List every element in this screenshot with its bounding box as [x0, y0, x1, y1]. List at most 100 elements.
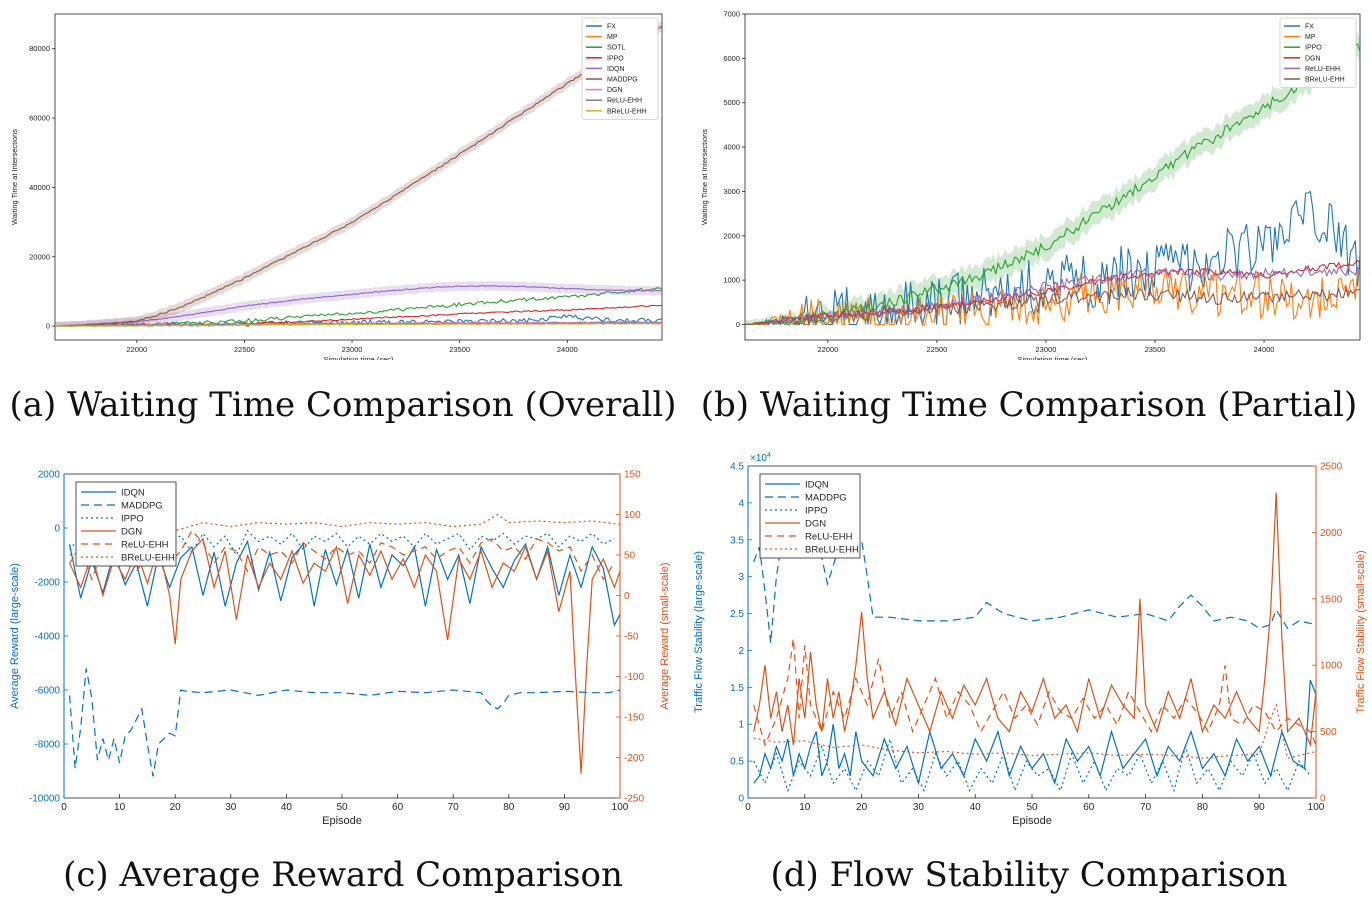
legend-label: IPPO	[805, 506, 828, 517]
series-group	[745, 32, 1360, 327]
legend: FX MP IPPO DGN ReLU-EHH BReLU-EHH	[1279, 17, 1357, 88]
x-tick-label: 22500	[234, 345, 255, 354]
series-line-dgn	[753, 492, 1316, 748]
legend-label: IDQN	[121, 488, 145, 499]
x-tick-label: 90	[1254, 802, 1266, 813]
x-tick-label: 60	[1083, 802, 1095, 813]
y-tick-label: 2000	[723, 231, 740, 240]
x-tick-label: 60	[392, 802, 404, 813]
series-line-brelu-ehh	[69, 513, 620, 556]
y-tick-label-left: -4000	[34, 632, 60, 643]
legend-label: FX	[1305, 24, 1314, 31]
series-line-brelu-ehh	[55, 322, 662, 327]
y-tick-label: 7000	[723, 10, 740, 19]
x-axis-label: Simulation time (sec)	[1017, 355, 1088, 360]
x-tick-label: 50	[336, 802, 348, 813]
y-tick-label-right: -100	[624, 672, 644, 683]
chart-a: 22000 22500 23000 23500 24000 0 20000 40000 6000…	[10, 13, 663, 360]
y-tick-label-right: 0	[1320, 794, 1326, 805]
x-tick-label: 80	[1197, 802, 1209, 813]
legend: IDQN MADDPG IPPO DGN ReLU-EHH BReLU-EHH	[759, 473, 861, 559]
x-tick-label: 22000	[126, 345, 147, 354]
series-group	[55, 20, 662, 327]
plot-area	[54, 13, 663, 341]
legend-label: IDQN	[805, 480, 829, 491]
y-tick-label: 0	[46, 322, 50, 331]
legend-label: ReLU-EHH	[121, 540, 169, 551]
legend-label: IPPO	[121, 514, 144, 525]
legend: IDQN MADDPG IPPO DGN ReLU-EHH BReLU-EHH	[75, 481, 177, 567]
series-line-brelu-ehh	[753, 703, 1316, 759]
chart-b: 22000 22500 23000 23500 24000 0 1000 2000 3000 40…	[700, 10, 1361, 360]
y-tick-label-left: 1.5	[730, 683, 744, 694]
y-axis-label-left: Traffic Flow Stability (large-scale)	[693, 551, 705, 713]
y-tick-label: 80000	[29, 44, 50, 53]
legend-label: BReLU-EHH	[607, 108, 647, 115]
chart-c: 0 10 20 30 40 50 60 70 80 90 100-10000-8000-6000-4…	[9, 470, 671, 828]
series-band-idqn	[55, 280, 662, 327]
y-tick-label: 20000	[29, 252, 50, 261]
series-line-brelu-ehh	[745, 285, 1360, 327]
panel-b: 22000 22500 23000 23500 24000 0 1000 2000 3000 40…	[686, 0, 1372, 440]
x-tick-label: 23000	[1036, 345, 1057, 354]
series-line-fx	[745, 190, 1360, 327]
y-tick-label-left: 2	[738, 646, 744, 657]
legend-label: IDQN	[607, 66, 625, 73]
y-axis-label-right: Traffic Flow Stability (small-scale)	[1355, 550, 1367, 713]
x-axis-label: Episode	[1012, 815, 1052, 827]
plot-area	[744, 13, 1361, 341]
caption-c: (c) Average Reward Comparison	[63, 855, 623, 895]
legend-label: ReLU-EHH	[805, 532, 853, 543]
series-line-sotl	[55, 287, 662, 327]
y-tick-label-right: 0	[624, 591, 630, 602]
y-tick-label-left: 0.5	[730, 757, 744, 768]
series-line-dgn	[69, 537, 620, 774]
series-line-ippo	[753, 736, 1311, 793]
caption-d: (d) Flow Stability Comparison	[770, 855, 1288, 895]
legend-box	[75, 481, 177, 567]
legend-label: MADDPG	[607, 77, 638, 84]
y-axis-label: Waiting Time at Intersections	[700, 129, 709, 225]
x-tick-label: 40	[281, 802, 293, 813]
y-tick-label-left: 1	[738, 720, 744, 731]
y-tick-label: 3000	[723, 187, 740, 196]
x-tick-label: 22000	[817, 345, 838, 354]
y-tick-label-right: -50	[624, 632, 639, 643]
x-tick-label: 24000	[1254, 345, 1275, 354]
y-tick-label-right: 50	[624, 551, 636, 562]
x-tick-label: 70	[448, 802, 460, 813]
legend-label: IPPO	[607, 55, 624, 62]
panel-c: 0 10 20 30 40 50 60 70 80 90 100 -10000 -8000 -6000 -4…	[0, 450, 686, 902]
x-tick-label: 50	[1026, 802, 1038, 813]
legend-label: MP	[607, 34, 618, 41]
legend-label: DGN	[1305, 55, 1321, 62]
y-axis-label-right: Average Reward (small-scale)	[659, 562, 671, 709]
caption-b: (b) Waiting Time Comparison (Partial)	[700, 385, 1358, 425]
series-line-ippo	[745, 43, 1360, 327]
y-tick-label-right: 150	[624, 470, 641, 481]
series-line-maddpg	[55, 25, 662, 327]
series-line-maddpg	[69, 668, 620, 777]
y-tick-label-left: -6000	[34, 686, 60, 697]
legend-label: DGN	[121, 527, 142, 538]
y-tick-label-left: -2000	[34, 578, 60, 589]
legend-label: ReLU-EHH	[1305, 66, 1340, 73]
y-tick-label-right: 1000	[1320, 661, 1343, 672]
y-tick-label-right: 500	[1320, 727, 1337, 738]
x-tick-label: 23000	[342, 345, 363, 354]
x-tick-label: 20	[170, 802, 182, 813]
y-tick-label-right: -150	[624, 713, 644, 724]
y-axis-label-left: Average Reward (large-scale)	[9, 563, 21, 709]
y-tick-label: 60000	[29, 114, 50, 123]
series-group	[69, 513, 620, 777]
legend-label: MADDPG	[121, 501, 163, 512]
x-tick-label: 30	[913, 802, 925, 813]
y-tick-label-left: 2.5	[730, 609, 744, 620]
y-tick-label-right: 2500	[1320, 462, 1343, 473]
caption-a: (a) Waiting Time Comparison (Overall)	[9, 385, 677, 425]
y-tick-label-left: -8000	[34, 740, 60, 751]
y-tick-label-left: 4	[738, 498, 744, 509]
y-tick-label-left: 2000	[38, 470, 61, 481]
x-tick-label: 22500	[926, 345, 947, 354]
x-tick-label: 40	[970, 802, 982, 813]
